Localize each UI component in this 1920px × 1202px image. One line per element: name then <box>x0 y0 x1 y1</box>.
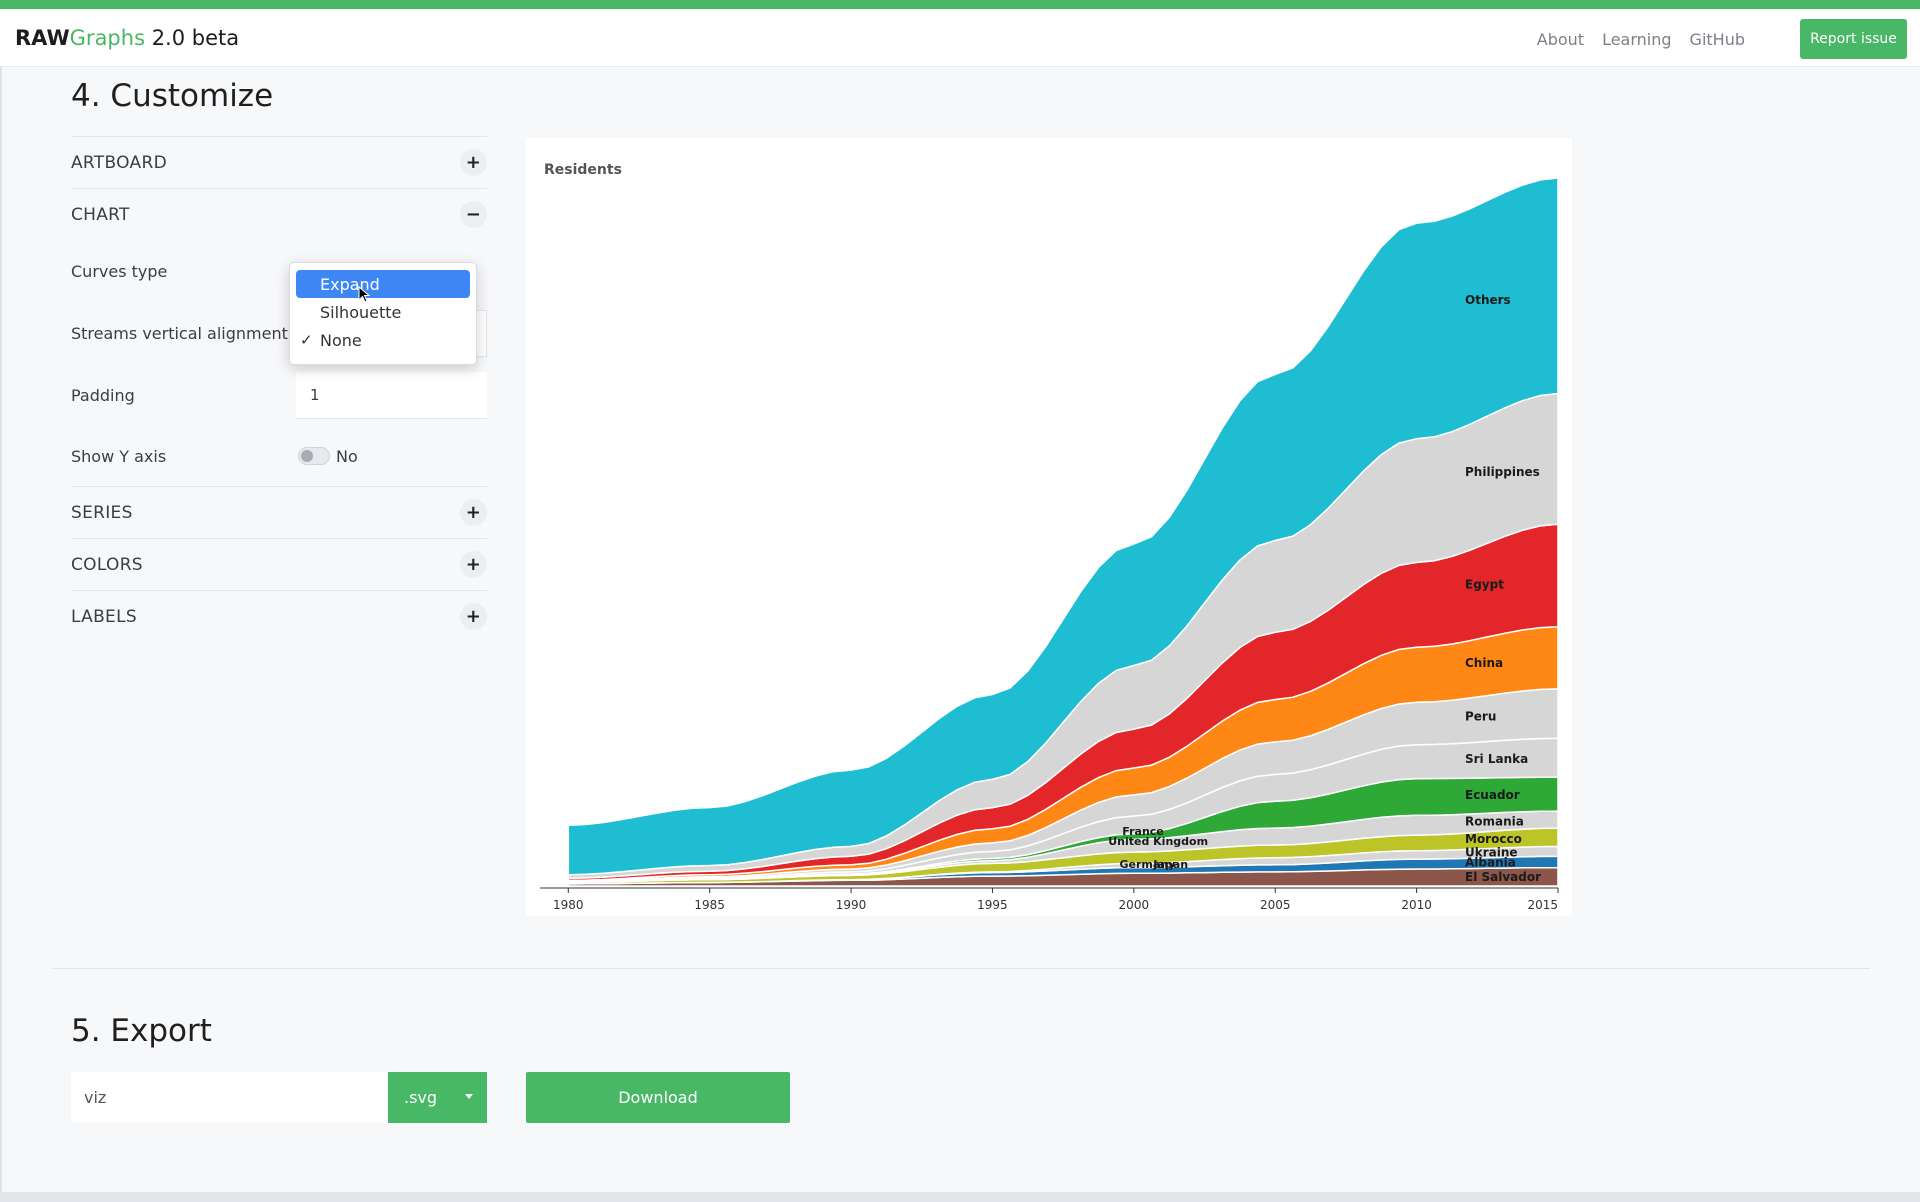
stream-label: Ecuador <box>1465 788 1520 802</box>
stream-label: Japan <box>1152 858 1188 871</box>
x-tick-label: 2010 <box>1401 898 1432 912</box>
stream-label: El Salvador <box>1465 870 1541 884</box>
stream-label: Albania <box>1465 856 1516 870</box>
customize-panel: ARTBOARD + CHART − Curves type Streams v… <box>71 136 487 642</box>
stream-label: United Kingdom <box>1108 835 1208 848</box>
chart-preview: Residents El Salvador Albania Ukraine Moroc… <box>526 138 1572 916</box>
checkmark-icon: ✓ <box>300 331 313 349</box>
filename-input[interactable]: viz <box>71 1072 388 1123</box>
download-button[interactable]: Download <box>526 1072 790 1123</box>
dropdown-option-label: None <box>320 330 362 350</box>
x-tick-label: 1995 <box>977 898 1008 912</box>
top-accent-bar <box>0 0 1920 9</box>
expand-series-icon[interactable]: + <box>460 499 487 526</box>
nav-links: About Learning GitHub <box>1537 30 1745 49</box>
export-title: 5. Export <box>71 1013 212 1049</box>
navbar: RAWGraphs 2.0 beta About Learning GitHub… <box>0 9 1920 67</box>
nav-link-github[interactable]: GitHub <box>1689 30 1745 49</box>
x-tick-label: 2015 <box>1527 898 1558 912</box>
expand-colors-icon[interactable]: + <box>460 551 487 578</box>
stream-label: Others <box>1465 293 1511 307</box>
dropdown-option-label: Expand <box>320 274 380 294</box>
bottom-scroll-edge <box>0 1192 1920 1202</box>
x-tick-label: 2005 <box>1260 898 1291 912</box>
report-issue-button[interactable]: Report issue <box>1800 19 1907 59</box>
show-y-axis-value: No <box>336 446 358 466</box>
section-divider <box>52 968 1870 969</box>
x-tick-label: 1985 <box>694 898 725 912</box>
caret-down-icon <box>465 1094 473 1099</box>
artboard-label: ARTBOARD <box>71 152 167 173</box>
stream-label: Peru <box>1465 710 1496 724</box>
stream-label: Sri Lanka <box>1465 752 1528 766</box>
x-tick-label: 1980 <box>553 898 584 912</box>
show-y-axis-row: Show Y axis No <box>71 426 487 486</box>
expand-labels-icon[interactable]: + <box>460 603 487 630</box>
chart-title: Residents <box>544 162 622 178</box>
nav-link-about[interactable]: About <box>1536 30 1585 49</box>
show-y-axis-toggle[interactable] <box>298 447 330 465</box>
format-value: .svg <box>404 1088 438 1107</box>
curves-type-dropdown[interactable]: Expand Silhouette ✓ None <box>289 262 477 365</box>
dropdown-option-silhouette[interactable]: Silhouette <box>296 298 470 326</box>
nav-link-learning[interactable]: Learning <box>1602 30 1672 49</box>
dropdown-option-none[interactable]: ✓ None <box>296 326 470 354</box>
colors-label: COLORS <box>71 554 143 575</box>
brand-raw: RAW <box>15 26 70 50</box>
artboard-section[interactable]: ARTBOARD + <box>71 136 487 188</box>
padding-row: Padding 1 <box>71 364 487 426</box>
stream-label: Morocco <box>1465 832 1522 846</box>
dropdown-option-expand[interactable]: Expand <box>296 270 470 298</box>
mouse-cursor-icon <box>358 286 371 303</box>
curves-type-label: Curves type <box>71 261 168 281</box>
brand-logo[interactable]: RAWGraphs 2.0 beta <box>15 26 239 50</box>
stream-label: France <box>1122 825 1163 838</box>
stream-label: China <box>1465 656 1503 670</box>
customize-title: 4. Customize <box>71 78 274 114</box>
brand-graphs: Graphs <box>69 26 146 50</box>
stream-label: Egypt <box>1465 578 1504 592</box>
stream-label: Germany <box>1120 858 1176 871</box>
x-tick-label: 2000 <box>1119 898 1150 912</box>
collapse-chart-icon[interactable]: − <box>460 201 487 228</box>
stream-label: Romania <box>1465 814 1524 828</box>
series-label: SERIES <box>71 502 133 523</box>
labels-label: LABELS <box>71 606 137 627</box>
format-select[interactable]: .svg <box>388 1072 487 1123</box>
stream-label: Philippines <box>1465 465 1540 479</box>
stream-label: Ukraine <box>1465 846 1518 860</box>
padding-label: Padding <box>71 385 135 405</box>
chart-label: CHART <box>71 204 130 225</box>
show-y-axis-label: Show Y axis <box>71 446 167 466</box>
colors-section[interactable]: COLORS + <box>71 538 487 590</box>
series-section[interactable]: SERIES + <box>71 486 487 538</box>
expand-artboard-icon[interactable]: + <box>460 149 487 176</box>
streamgraph-svg: Residents El SalvadorAlbaniaUkraineMoroc… <box>540 162 1559 912</box>
chart-section[interactable]: CHART − <box>71 188 487 240</box>
streams-alignment-label: Streams vertical alignment <box>71 323 288 343</box>
curves-type-row: Curves type <box>71 240 487 302</box>
dropdown-option-label: Silhouette <box>320 302 402 322</box>
padding-input[interactable]: 1 <box>296 371 487 419</box>
stream-others <box>567 177 1559 876</box>
page-frame <box>0 67 1920 1192</box>
x-tick-label: 1990 <box>836 898 867 912</box>
brand-version: 2.0 beta <box>145 26 240 50</box>
labels-section[interactable]: LABELS + <box>71 590 487 642</box>
